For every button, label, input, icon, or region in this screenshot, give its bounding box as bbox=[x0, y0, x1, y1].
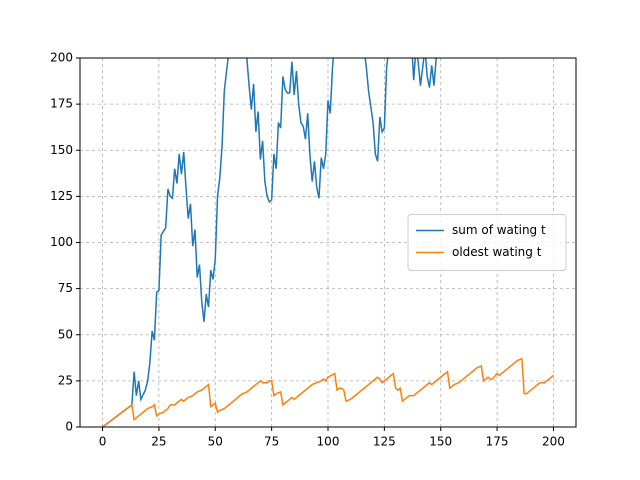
data-line bbox=[102, 58, 437, 427]
x-tick-label: 50 bbox=[208, 435, 223, 449]
y-tick-label: 25 bbox=[58, 373, 73, 387]
y-tick-label: 100 bbox=[50, 235, 73, 249]
legend-box bbox=[407, 214, 567, 271]
y-tick-label: 50 bbox=[58, 327, 73, 341]
x-tick-label: 0 bbox=[99, 435, 107, 449]
x-tick-label: 200 bbox=[542, 435, 565, 449]
x-tick-label: 100 bbox=[317, 435, 340, 449]
legend-label: sum of wating t bbox=[452, 223, 546, 237]
y-tick-label: 150 bbox=[50, 143, 73, 157]
y-tick-label: 125 bbox=[50, 189, 73, 203]
x-tick-label: 175 bbox=[486, 435, 509, 449]
y-tick-label: 200 bbox=[50, 51, 73, 65]
y-tick-label: 0 bbox=[65, 420, 73, 434]
legend-label: oldest wating t bbox=[452, 245, 542, 259]
y-tick-label: 75 bbox=[58, 281, 73, 295]
x-tick-label: 125 bbox=[373, 435, 396, 449]
x-tick-label: 25 bbox=[151, 435, 166, 449]
data-line bbox=[102, 357, 554, 427]
y-tick-label: 175 bbox=[50, 97, 73, 111]
x-tick-label: 75 bbox=[264, 435, 279, 449]
x-tick-label: 150 bbox=[429, 435, 452, 449]
